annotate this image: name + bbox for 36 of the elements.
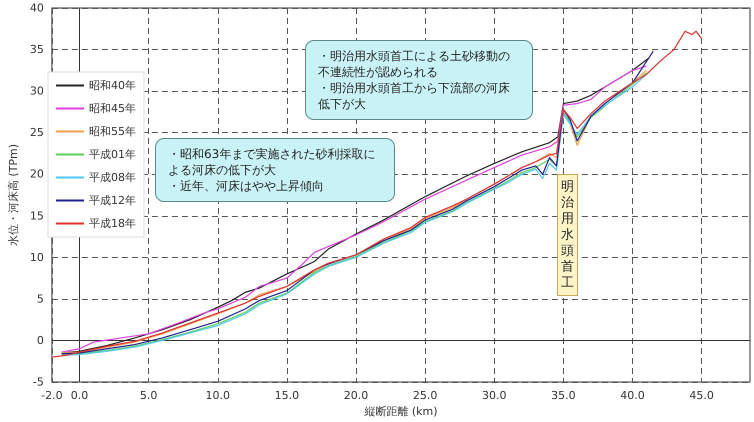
line-series: [51, 30, 702, 358]
y-tick-label: 15: [30, 209, 44, 222]
y-tick-label: 20: [30, 168, 44, 181]
legend-label: 昭和55年: [89, 125, 136, 138]
y-tick-label: 30: [30, 84, 44, 98]
x-tick-label: 10.0: [206, 389, 230, 402]
legend-label: 平成12年: [89, 194, 136, 207]
annotation: 明治用水頭首工: [561, 180, 574, 290]
x-tick-label: 5.0: [140, 389, 158, 402]
y-tick-label: 40: [30, 2, 44, 14]
legend-label: 平成18年: [89, 217, 136, 230]
x-tick-label: 0.0: [70, 389, 88, 402]
x-tick-label: 30.0: [482, 389, 507, 402]
x-tick-label: 35.0: [551, 389, 576, 402]
x-tick-label: 15.0: [274, 389, 300, 402]
x-tick-label: 20.0: [344, 389, 368, 402]
legend-label: 平成01年: [89, 148, 136, 161]
y-tick-label: -5: [32, 376, 44, 388]
x-tick-label: 45.0: [689, 389, 714, 402]
y-axis-title: 水位・河床高 (TPm): [7, 144, 20, 246]
y-tick-label: 5: [36, 292, 44, 306]
legend-label: 昭和45年: [89, 102, 136, 115]
y-tick-label: 10: [30, 250, 44, 264]
y-tick-label: 25: [30, 126, 44, 140]
legend-label: 昭和40年: [89, 79, 136, 92]
annotation: ・明治用水頭首工による土砂移動の不連続性が認められる: [318, 49, 510, 79]
annotation: ・近年、河床はやや上昇傾向: [168, 179, 324, 193]
annotation: ・明治用水頭首工から下流部の河床低下が大: [318, 81, 510, 111]
y-tick-label: 35: [30, 43, 44, 56]
annotation: ・昭和63年まで実施された砂利採取による河床の低下が大: [168, 147, 376, 177]
x-tick-label: 40.0: [620, 389, 645, 402]
x-tick-label: 25.0: [412, 389, 438, 402]
legend-label: 平成08年: [89, 171, 136, 184]
y-tick-label: 0: [36, 334, 44, 347]
x-tick-label: -2.0: [41, 389, 63, 402]
x-axis-title: 縦断距離 (km): [363, 405, 438, 418]
